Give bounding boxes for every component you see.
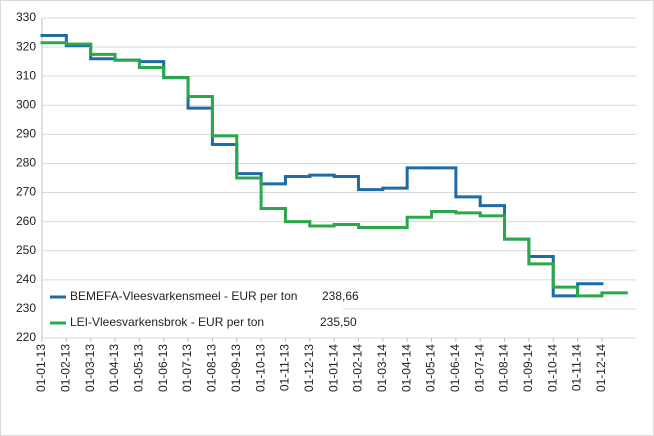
y-tick-label: 290	[16, 127, 36, 141]
x-tick-label: 01-08-13	[205, 344, 219, 392]
y-tick-label: 250	[16, 243, 36, 257]
x-tick-label: 01-01-14	[326, 344, 340, 392]
x-tick-label: 01-11-13	[278, 344, 292, 391]
x-tick-label: 01-09-13	[229, 344, 243, 392]
y-tick-label: 320	[16, 39, 36, 53]
x-tick-label: 01-04-13	[107, 344, 121, 392]
x-tick-label: 01-07-14	[472, 344, 486, 392]
x-tick-label: 01-06-13	[156, 344, 170, 392]
legend-label: BEMEFA-Vleesvarkensmeel - EUR per ton	[70, 289, 297, 303]
y-tick-label: 330	[16, 10, 36, 24]
x-tick-label: 01-02-14	[351, 344, 365, 392]
legend-value: 235,50	[320, 315, 357, 329]
y-tick-label: 240	[16, 272, 36, 286]
y-tick-label: 310	[16, 68, 36, 82]
x-tick-label: 01-02-13	[59, 344, 73, 392]
x-tick-label: 01-05-13	[132, 344, 146, 392]
y-tick-label: 280	[16, 156, 36, 170]
x-tick-label: 01-03-14	[375, 344, 389, 392]
legend-label: LEI-Vleesvarkensbrok - EUR per ton	[70, 315, 264, 329]
y-tick-label: 230	[16, 301, 36, 315]
legend-value: 238,66	[322, 289, 359, 303]
x-tick-label: 01-09-14	[521, 344, 535, 392]
y-tick-label: 270	[16, 185, 36, 199]
x-tick-label: 01-03-13	[83, 344, 97, 392]
x-tick-label: 01-04-14	[399, 344, 413, 392]
x-tick-label: 01-12-13	[302, 344, 316, 392]
legend-box	[43, 284, 343, 336]
y-tick-label: 260	[16, 214, 36, 228]
x-tick-label: 01-12-14	[594, 344, 608, 392]
x-tick-label: 01-11-14	[570, 344, 584, 391]
x-tick-label: 01-07-13	[180, 344, 194, 392]
x-tick-label: 01-01-13	[34, 344, 48, 392]
x-tick-label: 01-10-13	[253, 344, 267, 392]
x-tick-label: 01-06-14	[448, 344, 462, 392]
y-tick-label: 220	[16, 330, 36, 344]
y-tick-label: 300	[16, 97, 36, 111]
x-tick-label: 01-05-14	[424, 344, 438, 392]
x-tick-label: 01-10-14	[545, 344, 559, 392]
x-tick-label: 01-08-14	[497, 344, 511, 392]
